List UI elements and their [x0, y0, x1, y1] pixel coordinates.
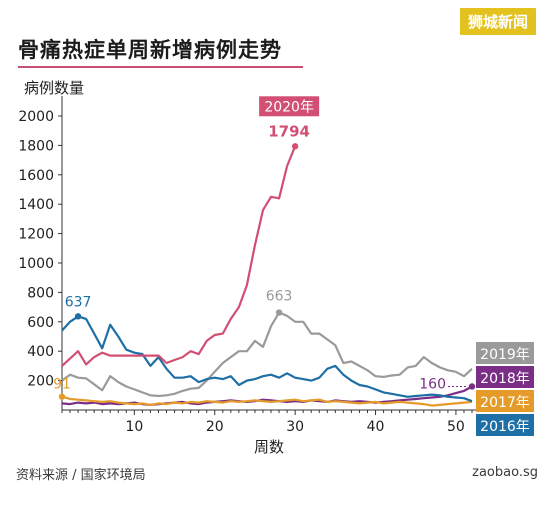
series-line-2020年: [61, 145, 297, 367]
brand-logo: 狮城新闻: [459, 8, 536, 35]
series-line-2017年: [61, 395, 473, 407]
legend-badge-2017年: [476, 390, 534, 412]
legend-badge-2020: [259, 96, 320, 117]
legend-label-2016年: 2016年: [480, 419, 530, 435]
y-tick-label: 1400: [18, 197, 54, 213]
legend-label-2018年: 2018年: [480, 371, 530, 387]
data-label: 91: [53, 377, 71, 393]
data-point-marker: [468, 383, 476, 390]
site-name: zaobao.sg: [472, 465, 538, 480]
data-point-marker: [74, 313, 82, 320]
series-line-2016年: [61, 315, 473, 403]
y-tick-label: 1200: [18, 227, 54, 243]
data-label: 637: [65, 294, 92, 310]
x-axis-label: 周数: [254, 438, 284, 456]
x-tick-label: 30: [286, 419, 304, 435]
data-point-marker: [291, 143, 299, 150]
legend-label-2017年: 2017年: [480, 395, 530, 411]
y-tick-label: 400: [27, 344, 54, 360]
y-tick-label: 1600: [18, 168, 54, 184]
chart-title: 骨痛热症单周新增病例走势: [18, 38, 282, 62]
y-tick-label: 800: [27, 285, 54, 301]
data-point-marker: [275, 309, 283, 316]
y-tick-label: 2000: [18, 109, 54, 125]
data-label: 1794: [268, 122, 310, 140]
data-point-marker: [58, 393, 66, 400]
x-tick-label: 40: [367, 419, 385, 435]
data-label: 160: [419, 376, 446, 392]
legend-badge-2016年: [476, 414, 534, 436]
x-tick-label: 10: [125, 419, 143, 435]
y-tick-label: 200: [27, 374, 54, 390]
legend-label-2019年: 2019年: [480, 347, 530, 363]
legend-badge-2019年: [476, 342, 534, 364]
title-underline: [18, 66, 303, 68]
data-label: 663: [266, 289, 293, 305]
y-axis-label: 病例数量: [24, 79, 84, 97]
source-note: 资料来源 / 国家环境局: [16, 468, 146, 483]
legend-label-2020: 2020年: [264, 99, 314, 115]
y-tick-label: 1800: [18, 138, 54, 154]
y-tick-label: 600: [27, 315, 54, 331]
legend-badge-2018年: [476, 366, 534, 388]
x-tick-label: 50: [447, 419, 465, 435]
y-tick-label: 1000: [18, 256, 54, 272]
series-line-2019年: [61, 311, 473, 398]
x-tick-label: 20: [206, 419, 224, 435]
